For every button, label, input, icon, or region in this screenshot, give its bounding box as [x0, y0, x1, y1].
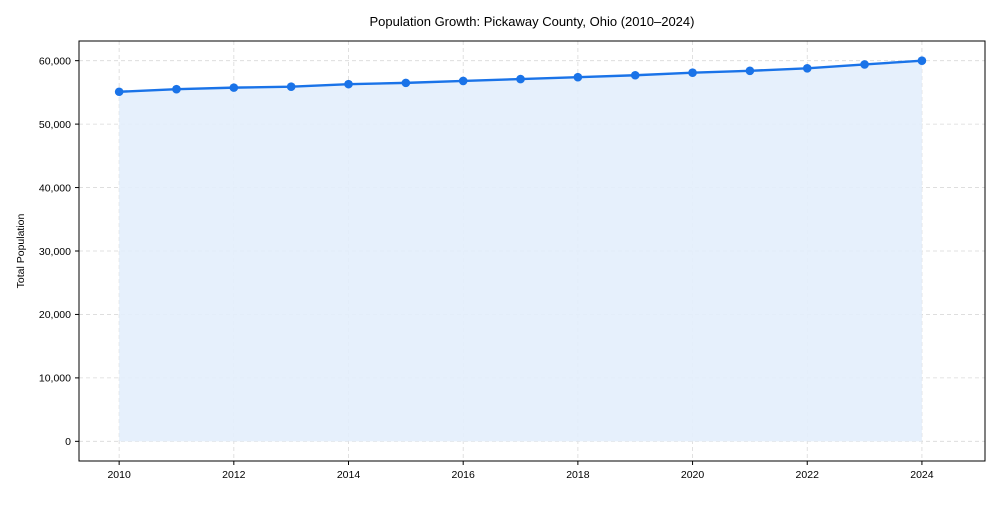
area-fill: [119, 60, 922, 442]
y-tick-label: 20,000: [39, 309, 71, 321]
x-tick-label: 2012: [222, 469, 246, 481]
x-tick-label: 2014: [337, 469, 361, 481]
data-point-marker: [286, 82, 296, 91]
x-axis: 2010 2012 2014 2016 2018 2020 2022 2024: [107, 461, 934, 481]
data-markers: [114, 56, 927, 97]
data-point-marker: [688, 68, 697, 78]
data-point-marker: [516, 74, 525, 84]
chart-title: Population Growth: Pickaway County, Ohio…: [370, 14, 695, 29]
x-tick-label: 2018: [566, 469, 590, 481]
data-point-marker: [573, 72, 583, 82]
y-tick-label: 30,000: [39, 246, 71, 258]
y-axis-label: Total Population: [15, 213, 27, 288]
data-point-marker: [860, 60, 869, 69]
y-tick-label: 10,000: [39, 373, 71, 385]
data-point-marker: [917, 56, 927, 65]
data-point-marker: [802, 63, 812, 73]
data-point-marker: [344, 79, 353, 89]
x-tick-label: 2020: [681, 469, 705, 481]
y-tick-label: 40,000: [39, 182, 71, 194]
x-tick-label: 2016: [452, 469, 476, 481]
data-point-marker: [745, 66, 755, 76]
data-point-marker: [401, 78, 411, 88]
data-point-marker: [229, 83, 239, 92]
y-tick-label: 60,000: [39, 55, 71, 67]
data-point-marker: [458, 76, 468, 86]
y-axis: 0 10,000 20,000 30,000 40,000 50,000 60,000: [39, 55, 79, 448]
y-tick-label: 0: [65, 436, 71, 448]
y-tick-label: 50,000: [39, 119, 71, 131]
data-point-marker: [114, 87, 124, 97]
data-point-marker: [630, 70, 640, 80]
x-tick-label: 2010: [107, 469, 131, 481]
data-point-marker: [172, 84, 181, 94]
x-tick-label: 2024: [910, 469, 934, 481]
x-tick-label: 2022: [796, 469, 820, 481]
